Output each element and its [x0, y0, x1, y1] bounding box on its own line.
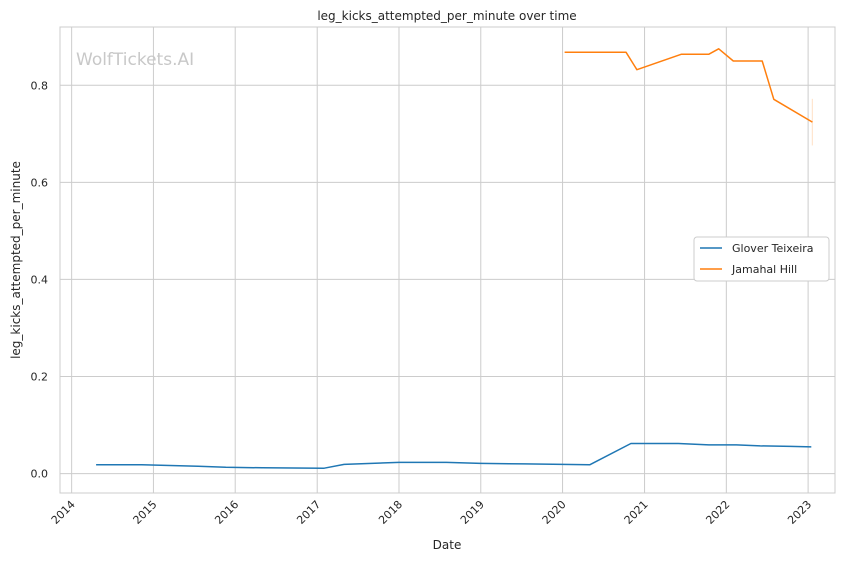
y-tick-label: 0.8 [31, 79, 49, 92]
y-tick-label: 0.6 [31, 176, 49, 189]
series-line-jamahal-hill [564, 48, 813, 123]
plot-frame [59, 26, 836, 494]
legend: Glover Teixeira Jamahal Hill [693, 236, 830, 282]
legend-label-jamahal-hill: Jamahal Hill [731, 263, 797, 276]
y-tick-label: 0.4 [31, 273, 49, 286]
series-line-glover-teixeira [96, 442, 812, 469]
x-axis-ticks: 2014 2015 2016 2017 2018 2019 2020 2021 2022 2023 [49, 498, 814, 527]
y-tick-label: 0.0 [31, 468, 49, 481]
series-layer [96, 48, 813, 469]
y-axis-ticks: 0.0 0.2 0.4 0.6 0.8 [31, 79, 49, 480]
legend-label-glover-teixeira: Glover Teixeira [732, 242, 814, 255]
watermark: WolfTickets.AI [76, 50, 194, 70]
x-axis-label: Date [433, 538, 462, 552]
y-tick-label: 0.2 [31, 371, 49, 384]
y-axis-label: leg_kicks_attempted_per_minute [9, 161, 23, 359]
legend-box [693, 236, 830, 282]
chart-title: leg_kicks_attempted_per_minute over time [317, 9, 576, 23]
